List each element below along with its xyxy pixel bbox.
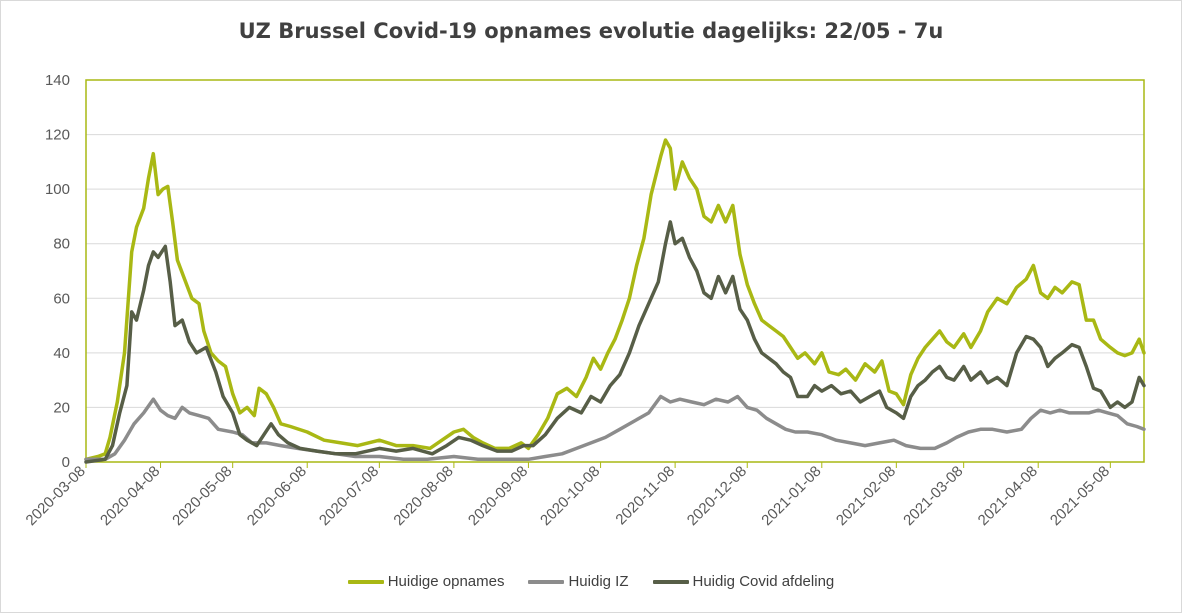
y-tick-label: 20 (53, 399, 70, 416)
x-tick-label: 2021-05-08 (1047, 463, 1113, 529)
chart-title: UZ Brussel Covid-19 opnames evolutie dag… (238, 19, 944, 43)
legend-label: Huidige opnames (387, 573, 505, 590)
y-tick-label: 40 (53, 345, 70, 362)
legend-label: Huidig Covid afdeling (692, 573, 835, 590)
y-tick-label: 80 (53, 236, 70, 253)
y-tick-label: 140 (45, 72, 70, 89)
x-tick-label: 2020-12-08 (684, 463, 750, 529)
legend-item: Huidig Covid afdeling (652, 573, 835, 590)
legend-item: Huidige opnames (347, 573, 505, 590)
x-tick-label: 2021-01-08 (758, 463, 824, 529)
x-tick-label: 2020-05-08 (169, 463, 235, 529)
series-line-1 (84, 138, 1146, 462)
legend-swatch (528, 579, 565, 584)
x-tick-label: 2020-08-08 (390, 463, 456, 529)
y-tick-label: 60 (53, 290, 70, 307)
series-line-3 (84, 220, 1146, 464)
legend-label: Huidig IZ (568, 573, 629, 590)
x-tick-label: 2020-07-08 (316, 463, 382, 529)
legend-swatch (347, 579, 384, 584)
x-tick-label: 2021-02-08 (833, 463, 899, 529)
series-line-2 (84, 394, 1146, 462)
y-tick-label: 0 (62, 454, 70, 471)
y-tick-label: 100 (45, 181, 70, 198)
x-tick-label: 2021-03-08 (900, 463, 966, 529)
plot-area-border (85, 79, 1145, 463)
chart-legend: Huidige opnames Huidig IZ Huidig Covid afd… (1, 573, 1181, 590)
x-tick-label: 2020-06-08 (244, 463, 310, 529)
x-tick-label: 2020-04-08 (97, 463, 163, 529)
y-tick-label: 120 (45, 127, 70, 144)
x-tick-label: 2021-04-08 (975, 463, 1041, 529)
x-tick-label: 2020-03-08 (23, 463, 89, 529)
legend-item: Huidig IZ (528, 573, 629, 590)
x-tick-label: 2020-10-08 (537, 463, 603, 529)
x-tick-label: 2020-09-08 (465, 463, 531, 529)
legend-swatch (652, 579, 689, 584)
x-tick-label: 2020-11-08 (612, 463, 677, 528)
